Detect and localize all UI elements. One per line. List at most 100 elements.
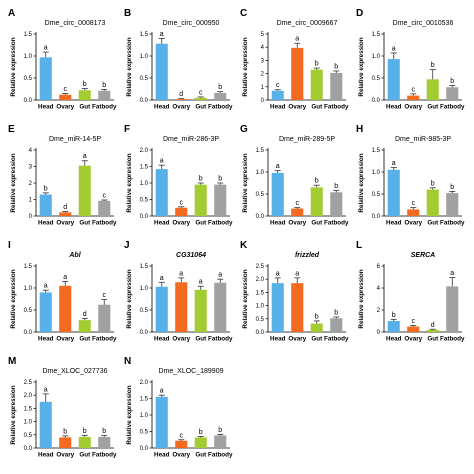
y-tick-label: 4 [261,45,265,51]
significance-letter: c [180,199,184,206]
x-tick-label: Ovary [56,104,74,111]
x-tick-label: Ovary [172,336,190,343]
x-tick-label: Fatbody [92,452,117,459]
y-tick-label: 0.0 [256,214,265,220]
x-tick-label: Fatbody [208,336,233,343]
chart-title: Dme_miR-286-3P [163,136,219,143]
significance-letter: a [218,272,222,279]
significance-letter: c [276,82,280,89]
y-tick-label: 1.5 [256,148,265,154]
x-tick-label: Gut [79,336,91,343]
significance-letter: b [392,312,396,319]
chart-title: Dme_circ_000950 [163,20,220,27]
bar-ovary [59,437,72,448]
y-tick-label: 4 [29,148,33,154]
bar-head [39,57,52,100]
significance-letter: a [450,270,454,277]
y-axis-label: Relative expression [126,385,133,444]
y-axis-label: Relative expression [358,269,365,328]
significance-letter: c [64,86,68,93]
significance-letter: c [296,200,300,207]
significance-letter: b [83,81,87,88]
x-tick-label: Fatbody [324,104,349,111]
y-axis-label: Relative expression [126,269,133,328]
bar-head [155,169,168,216]
bar-head [155,286,168,332]
y-tick-label: 0.0 [140,446,149,452]
bar-ovary [407,209,420,216]
y-tick-label: 0.5 [24,308,33,314]
bar-fatbody [330,318,343,332]
y-axis-label: Relative expression [242,269,249,328]
x-tick-label: Fatbody [208,104,233,111]
chart-title: Abl [68,252,81,259]
bar-head [39,194,52,216]
significance-letter: a [160,388,164,395]
x-tick-label: Fatbody [324,336,349,343]
y-tick-label: 0.0 [24,98,33,104]
chart-title: CG31064 [176,252,206,259]
y-tick-label: 1.5 [372,148,381,154]
y-tick-label: 1.0 [24,54,33,60]
bar-ovary [59,94,72,100]
bar-gut [78,90,91,100]
y-tick-label: 1.5 [24,264,33,270]
y-tick-label: 1.0 [140,54,149,60]
significance-letter: a [295,36,299,43]
x-tick-label: Fatbody [324,220,349,227]
bar-fatbody [214,282,227,332]
significance-letter: a [295,270,299,277]
significance-letter: a [83,153,87,160]
y-tick-label: 0.0 [140,330,149,336]
x-tick-label: Ovary [56,336,74,343]
y-tick-label: 5 [261,32,265,38]
y-tick-label: 3 [29,165,33,171]
chart-title: Dme_miR-985-3P [395,136,451,143]
y-tick-label: 0.5 [140,198,149,204]
y-axis-label: Relative expression [242,153,249,212]
y-tick-label: 1.5 [372,32,381,38]
significance-letter: b [102,82,106,89]
significance-letter: b [63,428,67,435]
bar-gut [78,320,91,332]
panel-letter: B [124,8,131,19]
y-tick-label: 1.5 [24,406,33,412]
bar-head [387,321,400,332]
significance-letter: c [103,192,107,199]
y-tick-label: 0.5 [372,192,381,198]
y-tick-label: 0.5 [372,76,381,82]
bar-head [271,90,284,100]
bar-gut [78,165,91,216]
bar-gut [310,323,323,332]
panel-n: N Dme_XLOC_189909 Relative expression 0.0 0.… [124,356,233,459]
y-tick-label: 1.0 [140,286,149,292]
bar-gut [426,329,439,332]
bar-gut [426,189,439,216]
y-axis-label: Relative expression [10,269,17,328]
bar-ovary [175,207,188,216]
bar-gut [310,69,323,100]
x-tick-label: Ovary [288,336,306,343]
significance-letter: a [199,279,203,286]
y-tick-label: 1 [261,85,265,91]
panel-letter: M [8,356,16,367]
panel-c: C Dme_circ_0009667 Relative expression 0 1 2 3… [240,8,349,111]
x-tick-label: Head [154,336,170,343]
significance-letter: b [199,429,203,436]
significance-letter: b [44,185,48,192]
x-tick-label: Head [154,104,170,111]
y-tick-label: 2 [261,72,265,78]
chart-title: Dme_miR-289-5P [279,136,335,143]
y-tick-label: 0.5 [140,430,149,436]
panel-letter: C [240,8,247,19]
x-tick-label: Ovary [172,104,190,111]
y-tick-label: 1.5 [140,397,149,403]
bar-head [155,396,168,448]
significance-letter: b [315,61,319,68]
x-tick-label: Gut [79,104,91,111]
significance-letter: b [431,180,435,187]
x-tick-label: Gut [311,336,323,343]
bar-fatbody [446,286,459,332]
y-tick-label: 0 [29,214,33,220]
